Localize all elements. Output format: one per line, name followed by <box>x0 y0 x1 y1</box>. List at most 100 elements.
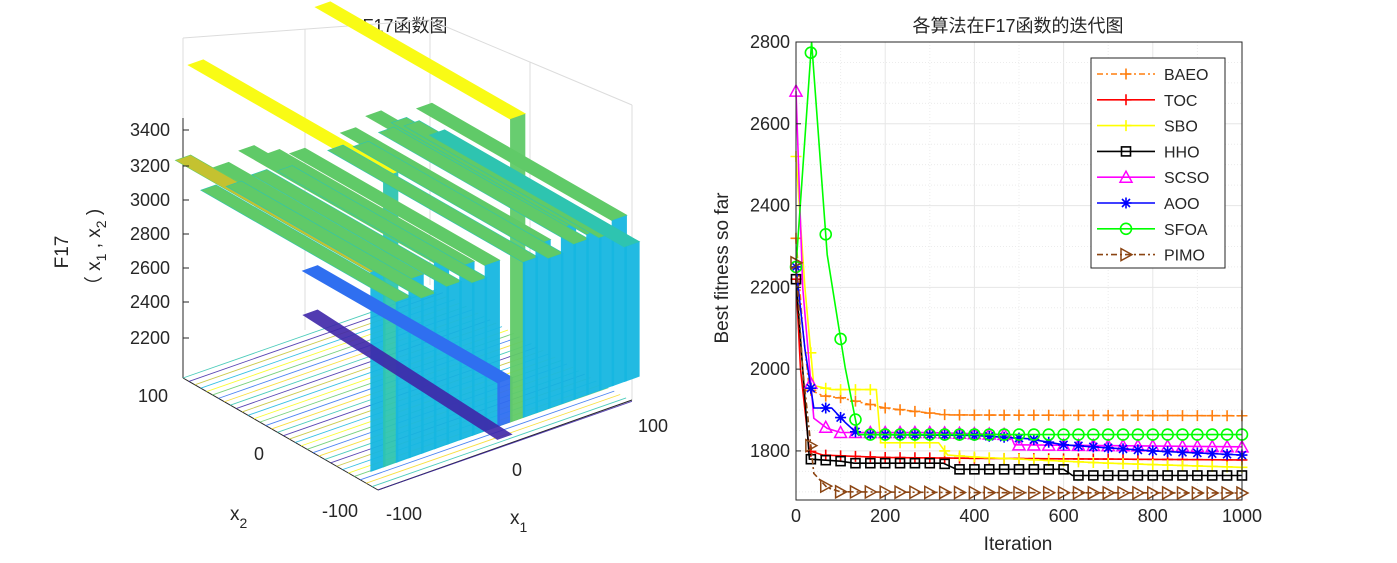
series-marker <box>954 464 965 475</box>
legend-label-baeo: BAEO <box>1164 67 1208 84</box>
series-marker <box>1058 409 1070 421</box>
series-marker <box>819 478 834 494</box>
y-tick-label: 2400 <box>750 196 790 216</box>
z-ticks: 3400 3200 3000 2800 2600 2400 2200 <box>130 120 189 348</box>
series-marker <box>1073 470 1084 481</box>
ztick-3000: 3000 <box>130 190 170 210</box>
series-marker <box>909 457 921 469</box>
contour-line <box>366 394 621 484</box>
series-marker <box>909 405 921 417</box>
legend-marker <box>1118 169 1134 183</box>
surface-ridge-front <box>484 260 500 432</box>
x-tick-label: 800 <box>1138 506 1168 526</box>
series-marker <box>893 428 907 441</box>
series-marker <box>1117 458 1129 470</box>
series-marker <box>968 451 980 463</box>
series-marker <box>1028 485 1042 500</box>
series-marker <box>1013 485 1027 500</box>
series-marker <box>835 412 847 424</box>
y-tick-label: 2600 <box>750 114 790 134</box>
series-marker <box>1101 428 1115 441</box>
series-marker <box>1146 428 1160 441</box>
series-marker <box>894 484 908 500</box>
series-marker <box>1206 485 1220 501</box>
ztick-3400: 3400 <box>130 120 170 140</box>
series-marker <box>1176 446 1188 458</box>
series-marker <box>1027 428 1041 441</box>
legend-label-scso: SCSO <box>1164 170 1209 187</box>
series-marker <box>1221 410 1233 422</box>
series-marker <box>1132 485 1146 501</box>
series-marker <box>1087 409 1099 421</box>
series-marker <box>1191 447 1203 459</box>
legend-marker <box>1120 247 1134 262</box>
series-marker <box>879 451 891 463</box>
surface-ridge-front <box>548 253 564 409</box>
legend-marker <box>1119 222 1133 236</box>
series-marker <box>1028 409 1040 421</box>
series-marker <box>834 484 849 500</box>
series-marker <box>1117 470 1129 481</box>
x1tick-0: 0 <box>512 460 522 480</box>
series-marker <box>1013 409 1025 421</box>
series-marker <box>879 402 891 414</box>
series-marker <box>864 399 876 411</box>
legend-label-toc: TOC <box>1164 93 1197 110</box>
legend-label-sbo: SBO <box>1164 119 1198 136</box>
y-tick-label: 2000 <box>750 359 790 379</box>
series-marker <box>1192 470 1203 481</box>
series-marker <box>909 452 921 464</box>
series-marker <box>924 407 936 419</box>
series-marker <box>818 419 833 434</box>
series-marker <box>1220 428 1234 441</box>
ztick-2600: 2600 <box>130 258 170 278</box>
series-marker <box>1072 485 1087 501</box>
series-marker <box>1011 437 1027 451</box>
series-sbo <box>790 151 1248 473</box>
plot-frame <box>795 41 1243 501</box>
series-marker <box>864 428 877 441</box>
surface-ridge-front <box>471 277 488 436</box>
series-marker <box>909 485 923 500</box>
svg-text:F17: F17 <box>52 236 73 269</box>
series-marker <box>938 428 951 441</box>
series-marker <box>998 464 1010 475</box>
legend-marker <box>1120 94 1132 106</box>
x-tick-label: 600 <box>1049 506 1079 526</box>
series-marker <box>1072 456 1084 468</box>
series-marker <box>954 409 966 421</box>
series-marker <box>998 485 1012 500</box>
series-marker <box>1162 459 1174 471</box>
series-marker <box>1102 470 1114 481</box>
x-tick-label: 200 <box>870 506 900 526</box>
series-marker <box>923 428 937 441</box>
series-marker <box>1102 409 1114 421</box>
series-marker <box>834 332 847 346</box>
series-marker <box>1013 453 1025 465</box>
y-axis-label: Best fitness so far <box>712 192 733 344</box>
legend-label-pimo: PIMO <box>1164 248 1205 265</box>
contour-line <box>371 397 627 488</box>
series-marker <box>983 485 997 500</box>
surface-ridge-front <box>497 377 513 427</box>
series-marker <box>1206 460 1218 472</box>
series-marker <box>968 409 980 421</box>
series-marker <box>1043 464 1055 475</box>
series-marker <box>953 485 968 500</box>
series-marker <box>1117 485 1131 501</box>
series-marker <box>1147 410 1159 422</box>
ztick-2200: 2200 <box>130 328 170 348</box>
series-marker <box>1058 439 1070 451</box>
series-marker <box>939 409 951 421</box>
series-marker <box>820 454 832 466</box>
series-marker <box>1161 485 1176 501</box>
series-marker <box>983 430 995 442</box>
series-marker <box>850 457 861 469</box>
series-marker <box>1162 470 1173 481</box>
series-marker <box>805 347 817 359</box>
x-tick-label: 400 <box>959 506 989 526</box>
series-marker <box>1026 437 1042 451</box>
series-marker <box>1206 410 1218 422</box>
series-marker <box>849 413 862 426</box>
series-marker <box>1102 442 1114 454</box>
